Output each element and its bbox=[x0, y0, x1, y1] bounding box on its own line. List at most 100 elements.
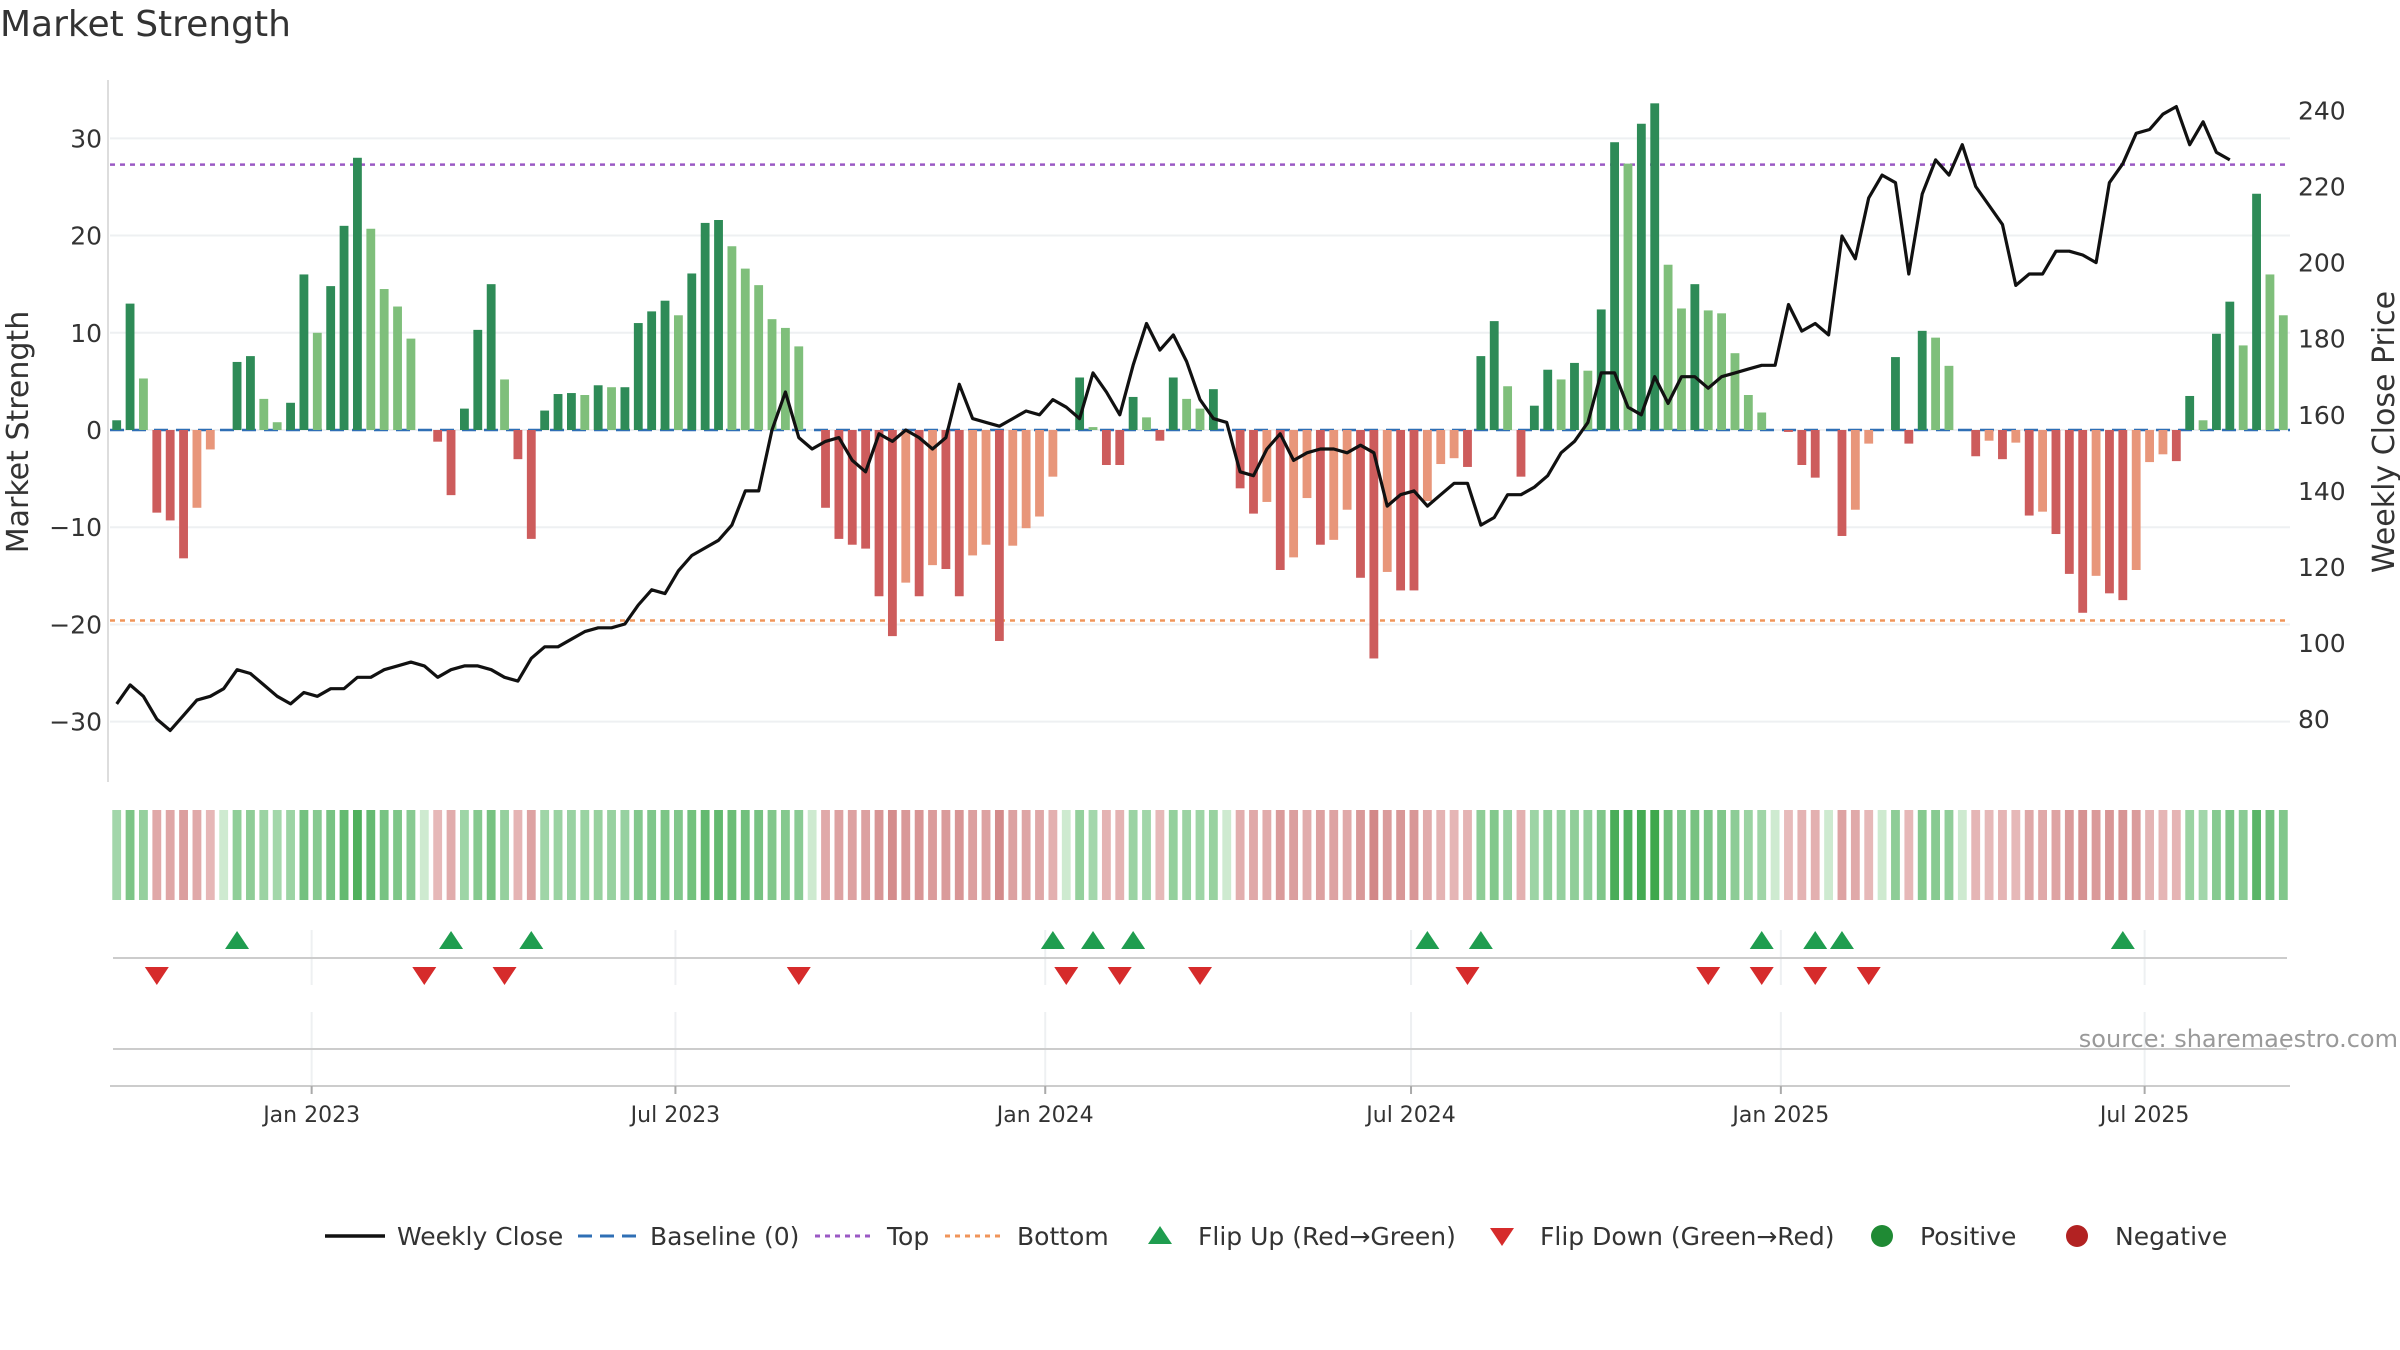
flip-down-marker bbox=[1696, 967, 1721, 985]
heat-cell bbox=[1770, 810, 1780, 900]
y2-tick-label: 140 bbox=[2298, 477, 2346, 506]
strength-bar bbox=[1503, 386, 1513, 430]
heat-cell bbox=[1396, 810, 1406, 900]
strength-bar bbox=[941, 430, 951, 570]
strength-bar bbox=[2265, 274, 2275, 430]
heat-cell bbox=[1984, 810, 1994, 900]
y2-tick-label: 100 bbox=[2298, 629, 2346, 658]
heat-cell bbox=[125, 810, 135, 900]
legend-flip-up-label: Flip Up (Red→Green) bbox=[1198, 1222, 1456, 1251]
heat-cell bbox=[700, 810, 710, 900]
strength-bar bbox=[874, 430, 884, 597]
heat-cell bbox=[513, 810, 523, 900]
heat-cell bbox=[259, 810, 269, 900]
heat-cell bbox=[1155, 810, 1165, 900]
heat-cell bbox=[1864, 810, 1874, 900]
heat-cell bbox=[566, 810, 576, 900]
heat-cell bbox=[1275, 810, 1285, 900]
heat-cell bbox=[887, 810, 897, 900]
heat-cell bbox=[446, 810, 456, 900]
heat-cell bbox=[286, 810, 295, 900]
heat-cell bbox=[821, 810, 830, 900]
legend-positive: Positive bbox=[1871, 1222, 2016, 1251]
reference-lines bbox=[110, 163, 2290, 622]
heat-cell bbox=[460, 810, 469, 900]
heat-cell bbox=[179, 810, 188, 900]
strength-bar bbox=[1810, 430, 1820, 478]
flip-down-marker bbox=[492, 967, 517, 985]
strength-bar bbox=[1837, 430, 1847, 536]
heat-cell bbox=[473, 810, 483, 900]
heat-cell bbox=[914, 810, 924, 900]
heat-cell bbox=[2091, 810, 2101, 900]
heat-cell bbox=[1449, 810, 1459, 900]
heat-cell bbox=[968, 810, 978, 900]
strength-bar bbox=[433, 430, 443, 442]
heat-cell bbox=[901, 810, 911, 900]
heat-cell bbox=[1222, 810, 1232, 900]
flip-up-marker bbox=[439, 931, 464, 949]
strength-bar bbox=[192, 430, 202, 508]
heat-cell bbox=[1262, 810, 1272, 900]
strength-bar bbox=[2051, 430, 2061, 535]
strength-bar bbox=[246, 356, 255, 430]
heat-cell bbox=[205, 810, 215, 900]
strength-bar bbox=[2038, 430, 2047, 512]
heat-cell bbox=[861, 810, 871, 900]
strength-bar bbox=[566, 393, 576, 430]
strength-bar bbox=[272, 422, 282, 430]
heat-cell bbox=[1289, 810, 1299, 900]
heat-cell bbox=[1650, 810, 1660, 900]
heat-cell bbox=[312, 810, 322, 900]
flip-down-marker bbox=[1803, 967, 1828, 985]
heat-cell bbox=[139, 810, 148, 900]
heat-cell bbox=[500, 810, 509, 900]
heat-cell bbox=[1249, 810, 1258, 900]
heat-cell bbox=[928, 810, 937, 900]
strength-bar bbox=[1396, 430, 1406, 591]
heat-cell bbox=[620, 810, 630, 900]
y-tick-label: −20 bbox=[49, 610, 102, 639]
strength-bar bbox=[1369, 430, 1379, 659]
flip-up-marker bbox=[1803, 931, 1828, 949]
strength-bar bbox=[205, 430, 215, 450]
strength-bar bbox=[1904, 430, 1914, 444]
heat-cell bbox=[2131, 810, 2141, 900]
y-axis-title: Market Strength bbox=[1, 311, 36, 553]
heat-cell bbox=[1208, 810, 1218, 900]
heat-cell bbox=[1717, 810, 1727, 900]
strength-bar bbox=[393, 306, 402, 430]
strength-bar bbox=[1489, 321, 1499, 430]
strength-bar bbox=[2078, 430, 2088, 613]
heat-cell bbox=[834, 810, 844, 900]
strength-bar bbox=[1891, 357, 1900, 430]
x-tick-label: Jul 2024 bbox=[1364, 1103, 1456, 1128]
strength-bar bbox=[1289, 430, 1299, 558]
strength-bar bbox=[1449, 430, 1459, 459]
strength-bar bbox=[1463, 430, 1472, 467]
heat-cell bbox=[219, 810, 229, 900]
heat-cell bbox=[727, 810, 737, 900]
heat-cell bbox=[1182, 810, 1192, 900]
heat-cell bbox=[419, 810, 429, 900]
heat-cell bbox=[2145, 810, 2154, 900]
heat-cell bbox=[994, 810, 1004, 900]
legend-negative-swatch bbox=[2066, 1225, 2088, 1247]
flip-markers bbox=[113, 930, 2287, 1090]
strength-bar bbox=[1917, 330, 1927, 430]
heat-cell bbox=[1810, 810, 1820, 900]
heat-cell bbox=[1904, 810, 1914, 900]
heat-cell bbox=[981, 810, 991, 900]
heat-cell bbox=[2225, 810, 2235, 900]
heat-cell bbox=[2185, 810, 2195, 900]
strength-bar bbox=[1784, 430, 1793, 432]
strength-bar bbox=[1128, 396, 1138, 430]
strength-bar bbox=[1342, 430, 1352, 510]
strength-bar bbox=[2105, 430, 2114, 594]
flip-up-marker bbox=[1749, 931, 1774, 949]
flip-down-marker bbox=[412, 967, 437, 985]
strength-bar bbox=[794, 346, 804, 430]
strength-bar bbox=[968, 430, 978, 556]
heat-cell bbox=[847, 810, 857, 900]
heat-cell bbox=[1596, 810, 1606, 900]
